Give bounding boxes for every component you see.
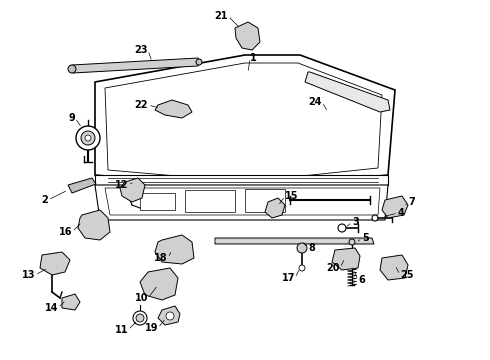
Text: 16: 16 [58, 227, 72, 237]
Polygon shape [62, 294, 80, 310]
Text: 5: 5 [362, 233, 369, 243]
Polygon shape [348, 255, 356, 262]
Polygon shape [215, 238, 374, 244]
Text: 3: 3 [352, 217, 359, 227]
Circle shape [133, 311, 147, 325]
Circle shape [68, 65, 76, 73]
Circle shape [196, 59, 202, 65]
Polygon shape [155, 100, 192, 118]
Text: 17: 17 [281, 273, 295, 283]
Text: 12: 12 [115, 180, 128, 190]
Polygon shape [235, 22, 260, 50]
Text: 10: 10 [134, 293, 148, 303]
Text: 18: 18 [154, 253, 168, 263]
Polygon shape [380, 255, 408, 280]
Text: 22: 22 [134, 100, 148, 110]
Circle shape [81, 131, 95, 145]
Polygon shape [70, 58, 200, 73]
Text: 11: 11 [115, 325, 128, 335]
Circle shape [297, 243, 307, 253]
Polygon shape [155, 235, 194, 264]
Circle shape [349, 239, 355, 245]
Polygon shape [158, 306, 180, 325]
Circle shape [85, 135, 91, 141]
Polygon shape [68, 178, 96, 193]
Polygon shape [40, 252, 70, 275]
Polygon shape [95, 185, 388, 220]
Polygon shape [140, 268, 178, 300]
Text: 9: 9 [68, 113, 75, 123]
Text: 25: 25 [400, 270, 414, 280]
Text: 6: 6 [358, 275, 365, 285]
Polygon shape [95, 175, 388, 185]
Text: 20: 20 [326, 263, 340, 273]
Circle shape [76, 126, 100, 150]
Polygon shape [78, 210, 110, 240]
Circle shape [372, 215, 378, 221]
Polygon shape [120, 178, 145, 202]
Text: 23: 23 [134, 45, 148, 55]
Text: 15: 15 [285, 191, 298, 201]
Polygon shape [332, 248, 360, 270]
Text: 2: 2 [41, 195, 48, 205]
Text: 1: 1 [250, 53, 257, 63]
Polygon shape [265, 198, 285, 218]
Circle shape [136, 314, 144, 322]
Text: 14: 14 [45, 303, 58, 313]
Circle shape [299, 265, 305, 271]
Text: 7: 7 [408, 197, 415, 207]
Circle shape [166, 312, 174, 320]
Text: 21: 21 [215, 11, 228, 21]
Text: 4: 4 [398, 208, 405, 218]
Text: 24: 24 [309, 97, 322, 107]
Text: 13: 13 [22, 270, 35, 280]
Circle shape [338, 224, 346, 232]
Polygon shape [305, 72, 390, 112]
Polygon shape [382, 196, 408, 218]
Text: 8: 8 [308, 243, 315, 253]
Text: 19: 19 [145, 323, 158, 333]
